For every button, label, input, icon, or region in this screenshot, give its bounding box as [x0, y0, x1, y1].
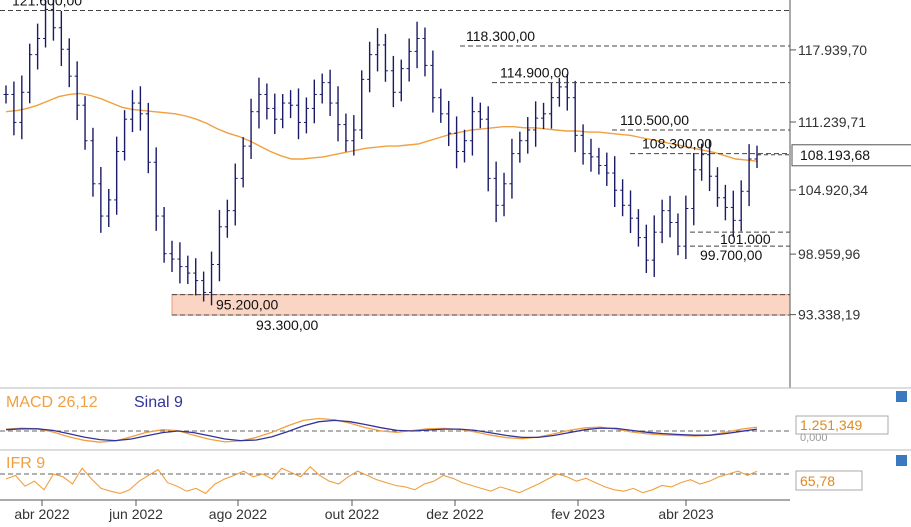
macd-value-box [795, 415, 889, 435]
rsi-title: IFR 9 [6, 455, 45, 472]
macd-config-icon[interactable] [896, 391, 907, 402]
level-label: 93.300,00 [256, 317, 318, 333]
y-tick-label: 111.239,71 [798, 114, 866, 130]
rsi-value-box [795, 470, 863, 491]
last-price-label: 108.193,68 [800, 147, 870, 163]
level-label: 95.200,00 [216, 297, 278, 313]
macd-value-label: 1.251,349 [800, 417, 862, 433]
y-tick-label: 104.920,34 [798, 182, 868, 198]
level-label: 121.600,00 [12, 0, 82, 9]
rsi-series-line [5, 466, 758, 495]
x-tick-label: fev 2023 [551, 506, 605, 522]
last-price-box [791, 144, 911, 167]
level-label: 99.700,00 [700, 247, 762, 263]
macd-zero-label: 0,000 [800, 432, 828, 444]
level-label: 110.500,00 [620, 112, 689, 128]
moving-average-line [5, 92, 758, 162]
level-label: 114.900,00 [500, 65, 569, 81]
macd-series-line [5, 417, 758, 443]
y-tick-label: 98.959,96 [798, 246, 860, 262]
moving-average-layer [5, 92, 758, 162]
level-labels-layer: 121.600,00 118.300,00 114.900,00 110.500,00… [0, 0, 911, 333]
x-tick-label: jun 2022 [108, 506, 163, 522]
x-tick-label: ago 2022 [209, 506, 268, 522]
level-label: 118.300,00 [466, 28, 535, 44]
rsi-value-label: 65,78 [800, 473, 835, 489]
macd-series-line [5, 419, 758, 442]
price-bars-layer [3, 0, 760, 306]
x-tick-label: abr 2023 [658, 506, 713, 522]
macd-title: MACD 26,12 [6, 394, 98, 411]
y-tick-label: 93.338,19 [798, 307, 860, 323]
level-label: 101.000 [720, 231, 771, 247]
x-tick-label: abr 2022 [14, 506, 69, 522]
y-tick-label: 117.939,70 [798, 42, 867, 58]
rsi-config-icon[interactable] [896, 455, 907, 466]
x-tick-label: dez 2022 [426, 506, 484, 522]
rsi-panel: IFR 9 65,78 [0, 455, 907, 495]
x-tick-label: out 2022 [325, 506, 380, 522]
signal-title: Sinal 9 [134, 394, 183, 411]
level-label: 108.300,00 [642, 136, 712, 152]
